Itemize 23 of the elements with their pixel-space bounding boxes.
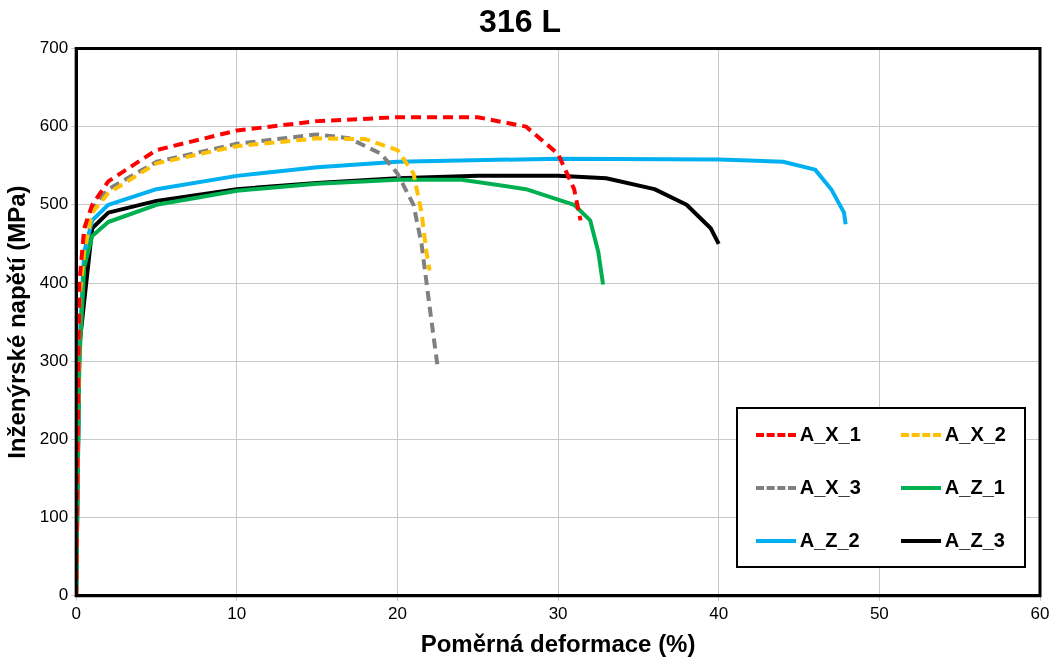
x-tick-label: 40 [709, 603, 729, 623]
y-tick-label: 400 [39, 272, 69, 292]
y-tick-label: 200 [39, 429, 69, 449]
x-tick-label: 50 [869, 603, 889, 623]
x-tick-label: 10 [227, 603, 247, 623]
y-tick-label: 600 [39, 116, 69, 136]
x-tick-label: 20 [387, 603, 407, 623]
y-tick-label: 300 [39, 350, 69, 370]
legend-label: A_X_1 [799, 423, 861, 446]
y-tick-label: 100 [39, 507, 69, 527]
x-tick-label: 60 [1030, 603, 1050, 623]
x-tick-label: 30 [548, 603, 568, 623]
x-axis-title: Poměrná deformace (%) [420, 630, 696, 658]
legend-label: A_Z_1 [944, 476, 1005, 499]
y-axis-title: Inženýrské napětí (MPa) [3, 185, 31, 459]
legend-label: A_X_2 [944, 423, 1006, 446]
chart-title: 316 L [479, 3, 561, 40]
y-tick-label: 0 [58, 585, 69, 605]
y-tick-label: 700 [39, 38, 69, 58]
legend-label: A_Z_2 [799, 529, 860, 552]
legend-label: A_X_3 [799, 476, 861, 499]
y-tick-label: 500 [39, 194, 69, 214]
legend-label: A_Z_3 [944, 529, 1005, 552]
